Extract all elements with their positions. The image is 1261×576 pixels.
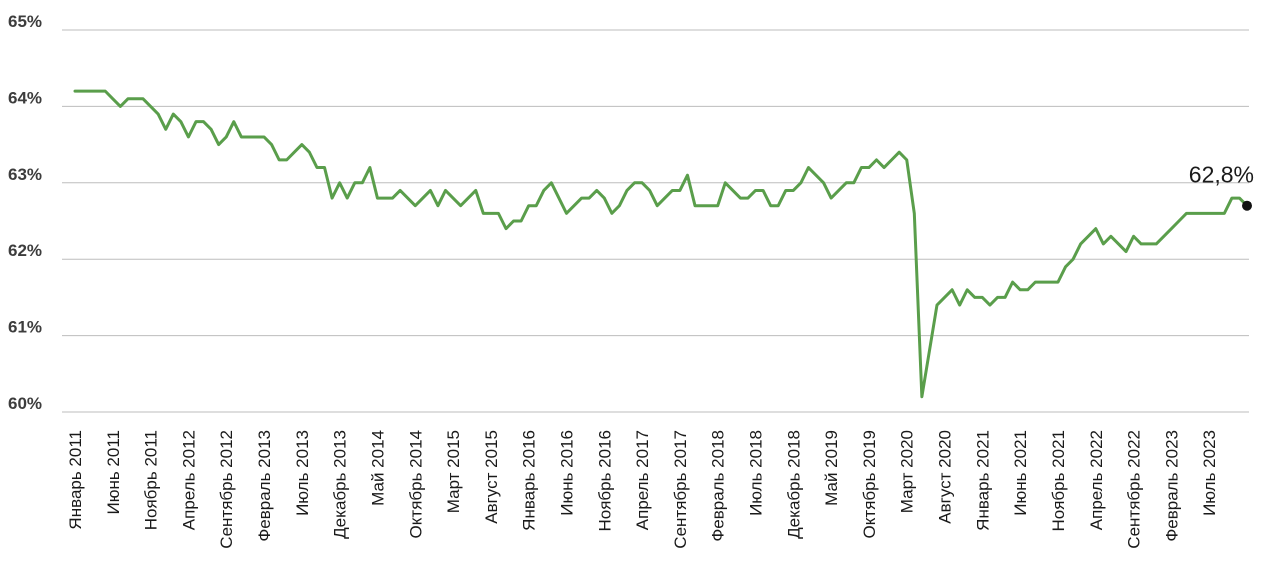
x-tick-label: Август 2015: [482, 430, 501, 524]
x-tick-label: Сентябрь 2022: [1125, 430, 1144, 549]
y-tick-label: 62%: [8, 241, 42, 260]
x-tick-label: Январь 2016: [520, 430, 539, 531]
x-tick-label: Март 2015: [444, 430, 463, 513]
x-tick-label: Апрель 2022: [1087, 430, 1106, 530]
y-tick-label: 65%: [8, 12, 42, 31]
x-tick-label: Август 2020: [936, 430, 955, 524]
y-tick-label: 60%: [8, 394, 42, 413]
series-layer: [73, 89, 1249, 399]
x-tick-label: Октябрь 2014: [406, 430, 425, 538]
x-tick-label: Ноябрь 2021: [1049, 430, 1068, 532]
x-tick-label: Ноябрь 2011: [142, 430, 161, 530]
y-axis-ticks: 60% 61% 62% 63% 64% 65%: [8, 12, 42, 413]
x-tick-label: Апрель 2017: [633, 430, 652, 530]
series-line: [73, 89, 1249, 399]
x-tick-label: Июнь 2011: [104, 430, 123, 515]
x-tick-label: Сентябрь 2012: [217, 430, 236, 549]
x-tick-label: Май 2019: [822, 430, 841, 506]
x-tick-label: Февраль 2018: [709, 430, 728, 542]
x-tick-label: Апрель 2012: [179, 430, 198, 530]
annotation-layer: 62,8%: [1189, 162, 1254, 211]
x-tick-label: Декабрь 2013: [331, 430, 350, 539]
y-tick-label: 61%: [8, 318, 42, 337]
last-point-marker: [1242, 200, 1252, 211]
x-tick-label: Февраль 2013: [255, 430, 274, 542]
x-tick-label: Декабрь 2018: [784, 430, 803, 539]
x-tick-label: Июль 2013: [293, 430, 312, 516]
y-tick-label: 64%: [8, 88, 42, 107]
x-tick-label: Март 2020: [898, 430, 917, 513]
x-tick-label: Май 2014: [368, 430, 387, 506]
x-tick-label: Июнь 2016: [557, 430, 576, 516]
x-tick-label: Ноябрь 2016: [595, 430, 614, 532]
x-tick-label: Февраль 2023: [1162, 430, 1181, 542]
x-tick-label: Июль 2018: [747, 430, 766, 516]
gridlines: [62, 29, 1249, 413]
x-tick-label: Январь 2021: [973, 430, 992, 531]
last-value-label: 62,8%: [1189, 162, 1254, 188]
x-tick-label: Июнь 2021: [1011, 430, 1030, 516]
x-tick-label: Октябрь 2019: [860, 430, 879, 538]
x-axis-ticks: Январь 2011 Июнь 2011 Ноябрь 2011 Апрель 20…: [66, 430, 1219, 549]
y-tick-label: 63%: [8, 165, 42, 184]
x-tick-label: Июль 2023: [1200, 430, 1219, 516]
x-tick-label: Январь 2011: [66, 430, 85, 530]
x-tick-label: Сентябрь 2017: [671, 430, 690, 549]
